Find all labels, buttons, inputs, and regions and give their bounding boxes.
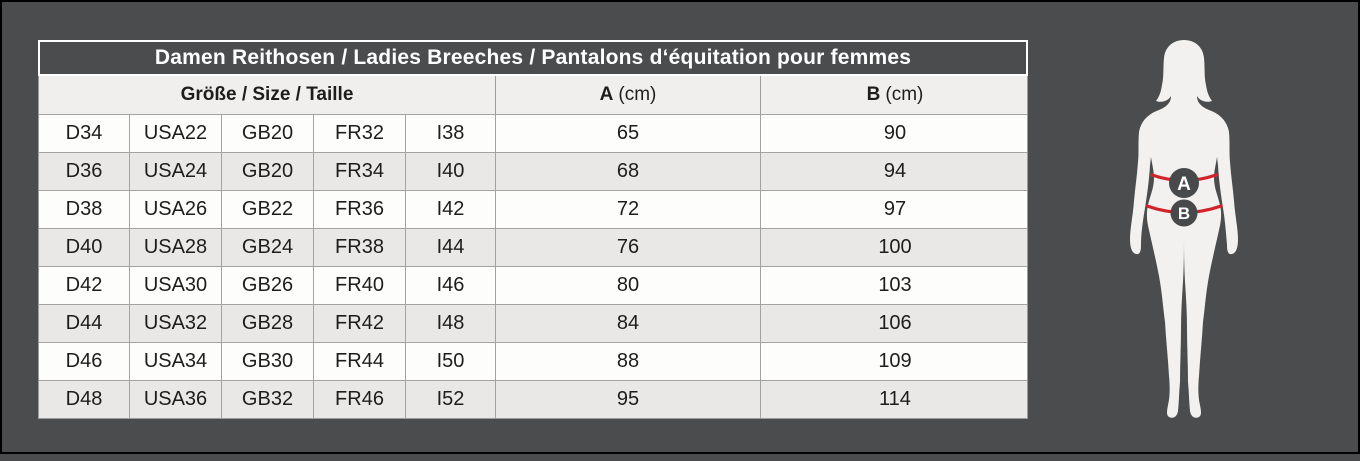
cell-measure-b: 114 bbox=[879, 388, 911, 410]
cell-size-d: D34 bbox=[39, 115, 130, 152]
cell-size-usa: USA24 bbox=[130, 153, 222, 190]
header-a-unit: (cm) bbox=[618, 84, 657, 105]
cell-size-gb: GB20 bbox=[222, 115, 314, 152]
header-b-label: B bbox=[866, 84, 881, 105]
header-a-label: A bbox=[599, 84, 614, 105]
cell-size-gb: GB28 bbox=[222, 305, 314, 342]
cell-size-fr: FR36 bbox=[314, 191, 406, 228]
cell-size-i: I46 bbox=[406, 267, 496, 304]
cell-measure-b: 109 bbox=[878, 350, 912, 372]
cell-size-usa: USA26 bbox=[130, 191, 222, 228]
cell-size-usa: USA28 bbox=[130, 229, 222, 266]
female-silhouette bbox=[1130, 40, 1238, 418]
cell-size-fr: FR44 bbox=[314, 343, 406, 380]
badge-a-label: A bbox=[1177, 174, 1191, 195]
table-row: D38 USA26 GB22 FR36 I42 72 97 bbox=[39, 190, 1027, 228]
cell-size-gb: GB30 bbox=[222, 343, 314, 380]
cell-size-i: I38 bbox=[406, 115, 496, 152]
cell-size-fr: FR34 bbox=[314, 153, 406, 190]
cell-measure-b: 100 bbox=[878, 236, 912, 258]
cell-size-usa: USA30 bbox=[130, 267, 222, 304]
cell-size-d: D42 bbox=[39, 267, 130, 304]
cell-measure-b: 94 bbox=[883, 160, 907, 182]
cell-size-gb: GB22 bbox=[222, 191, 314, 228]
cell-size-d: D48 bbox=[39, 381, 130, 418]
cell-measure-a: 88 bbox=[496, 343, 761, 380]
cell-size-gb: GB20 bbox=[222, 153, 314, 190]
header-col-a: A (cm) bbox=[496, 76, 761, 114]
cell-measure-a: 84 bbox=[496, 305, 761, 342]
badge-b bbox=[1170, 199, 1198, 227]
table-body: D34 USA22 GB20 FR32 I38 65 90 D36 USA24 … bbox=[38, 114, 1028, 419]
cell-size-i: I52 bbox=[406, 381, 496, 418]
measurement-figure: A B bbox=[1092, 2, 1360, 456]
cell-measure-a: 72 bbox=[496, 191, 761, 228]
cell-measure-b: 90 bbox=[883, 122, 907, 144]
cell-size-d: D40 bbox=[39, 229, 130, 266]
cell-measure-b: 103 bbox=[878, 274, 912, 296]
cell-size-i: I44 bbox=[406, 229, 496, 266]
table-title: Damen Reithosen / Ladies Breeches / Pant… bbox=[38, 40, 1028, 76]
table-row: D34 USA22 GB20 FR32 I38 65 90 bbox=[39, 114, 1027, 152]
header-col-b: B (cm) bbox=[761, 76, 1029, 114]
cell-size-fr: FR46 bbox=[314, 381, 406, 418]
table-row: D48 USA36 GB32 FR46 I52 95 114 bbox=[39, 380, 1027, 418]
size-table: Damen Reithosen / Ladies Breeches / Pant… bbox=[38, 40, 1028, 419]
cell-measure-a: 80 bbox=[496, 267, 761, 304]
badge-a bbox=[1169, 168, 1199, 198]
cell-size-i: I40 bbox=[406, 153, 496, 190]
cell-size-gb: GB24 bbox=[222, 229, 314, 266]
cell-measure-b: 97 bbox=[883, 198, 907, 220]
table-row: D40 USA28 GB24 FR38 I44 76 100 bbox=[39, 228, 1027, 266]
cell-size-i: I42 bbox=[406, 191, 496, 228]
cell-size-fr: FR32 bbox=[314, 115, 406, 152]
female-silhouette-svg: A B bbox=[1130, 40, 1238, 418]
cell-measure-a: 76 bbox=[496, 229, 761, 266]
cell-size-d: D46 bbox=[39, 343, 130, 380]
cell-size-usa: USA34 bbox=[130, 343, 222, 380]
cell-size-gb: GB26 bbox=[222, 267, 314, 304]
cell-size-i: I48 bbox=[406, 305, 496, 342]
table-row: D46 USA34 GB30 FR44 I50 88 109 bbox=[39, 342, 1027, 380]
cell-size-d: D38 bbox=[39, 191, 130, 228]
cell-size-fr: FR42 bbox=[314, 305, 406, 342]
cell-size-fr: FR40 bbox=[314, 267, 406, 304]
cell-size-usa: USA36 bbox=[130, 381, 222, 418]
cell-size-usa: USA22 bbox=[130, 115, 222, 152]
table-header-row: Größe / Size / Taille A (cm) B (cm) bbox=[38, 76, 1028, 114]
cell-measure-a: 65 bbox=[496, 115, 761, 152]
table-row: D42 USA30 GB26 FR40 I46 80 103 bbox=[39, 266, 1027, 304]
cell-size-gb: GB32 bbox=[222, 381, 314, 418]
cell-measure-a: 95 bbox=[496, 381, 761, 418]
badge-b-label: B bbox=[1178, 204, 1190, 223]
header-size-group: Größe / Size / Taille bbox=[39, 76, 496, 114]
table-row: D36 USA24 GB20 FR34 I40 68 94 bbox=[39, 152, 1027, 190]
cell-size-usa: USA32 bbox=[130, 305, 222, 342]
cell-measure-a: 68 bbox=[496, 153, 761, 190]
cell-measure-b: 106 bbox=[878, 312, 912, 334]
cell-size-fr: FR38 bbox=[314, 229, 406, 266]
header-b-unit: (cm) bbox=[885, 84, 924, 105]
cell-size-d: D36 bbox=[39, 153, 130, 190]
cell-size-i: I50 bbox=[406, 343, 496, 380]
cell-size-d: D44 bbox=[39, 305, 130, 342]
table-row: D44 USA32 GB28 FR42 I48 84 106 bbox=[39, 304, 1027, 342]
